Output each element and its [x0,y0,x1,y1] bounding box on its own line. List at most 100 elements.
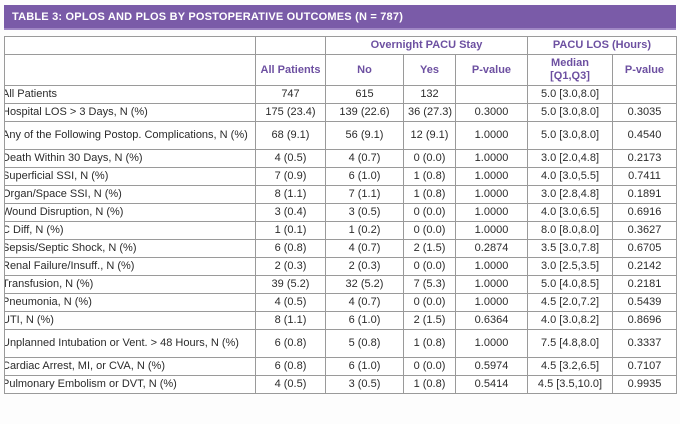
cell-value: 4.0 [3.0,5.5] [527,167,613,186]
table-row: Renal Failure/Insuff., N (%) 2 (0.3) 2 (0.… [4,257,677,276]
cell-value: 0.5414 [455,375,528,394]
cell-value: 2 (0.3) [325,257,404,276]
cell-value: 0 (0.0) [403,221,456,240]
row-label: Wound Disruption, N (%) [4,203,256,222]
cell-value: 0 (0.0) [403,293,456,312]
cell-value: 0.3627 [612,221,677,240]
cell-value: 4.5 [3.5,10.0] [527,375,613,394]
cell-value: 1.0000 [455,275,528,294]
cell-value: 8 (1.1) [255,311,326,330]
cell-value: 3 (0.5) [325,375,404,394]
table-body: All Patients 747 615 132 5.0 [3.0,8.0] Hospit… [4,85,677,394]
group-header-pacu-los-hours: PACU LOS (Hours) [527,36,677,55]
cell-value: 32 (5.2) [325,275,404,294]
table-row: Pulmonary Embolism or DVT, N (%) 4 (0.5) 3… [4,375,677,394]
cell-value: 4.5 [2.0,7.2] [527,293,613,312]
cell-value: 0.9935 [612,375,677,394]
cell-value: 0.5439 [612,293,677,312]
column-header-all-patients: All Patients [255,54,326,86]
column-header-row: All Patients No Yes P-value Median [Q1,Q… [4,54,677,86]
cell-value: 7 (5.3) [403,275,456,294]
cell-value: 3.0 [2.0,4.8] [527,149,613,168]
cell-value: 6 (1.0) [325,167,404,186]
row-label: Sepsis/Septic Shock, N (%) [4,239,256,258]
row-label: Cardiac Arrest, MI, or CVA, N (%) [4,357,256,376]
cell-value: 0 (0.0) [403,149,456,168]
row-label: Pneumonia, N (%) [4,293,256,312]
cell-value: 8.0 [8.0,8.0] [527,221,613,240]
cell-value: 8 (1.1) [255,185,326,204]
cell-value: 1.0000 [455,167,528,186]
cell-value: 68 (9.1) [255,121,326,150]
row-label: Death Within 30 Days, N (%) [4,149,256,168]
table-row: Any of the Following Postop. Complicatio… [4,121,677,150]
cell-value: 3.0 [2.5,3.5] [527,257,613,276]
cell-value: 1.0000 [455,221,528,240]
cell-value: 0.2181 [612,275,677,294]
cell-value: 3.5 [3.0,7.8] [527,239,613,258]
group-header-empty-label [4,36,256,55]
group-header-empty-allpatients [255,36,326,55]
cell-value: 615 [325,85,404,104]
cell-value: 5.0 [3.0,8.0] [527,121,613,150]
cell-value: 1.0000 [455,121,528,150]
cell-value: 747 [255,85,326,104]
cell-value: 5.0 [3.0,8.0] [527,103,613,122]
cell-value: 4 (0.5) [255,293,326,312]
cell-value: 0.6705 [612,239,677,258]
table-row: Wound Disruption, N (%) 3 (0.4) 3 (0.5) 0 (… [4,203,677,222]
table-row: All Patients 747 615 132 5.0 [3.0,8.0] [4,85,677,104]
cell-value: 1 (0.8) [403,185,456,204]
cell-value: 0 (0.0) [403,203,456,222]
cell-value: 0.7107 [612,357,677,376]
cell-value: 2 (1.5) [403,239,456,258]
cell-value: 1 (0.8) [403,375,456,394]
cell-value: 0.3337 [612,329,677,358]
cell-value [612,85,677,104]
cell-value: 1 (0.1) [255,221,326,240]
table-row: Sepsis/Septic Shock, N (%) 6 (0.8) 4 (0.7)… [4,239,677,258]
cell-value: 0 (0.0) [403,257,456,276]
cell-value: 4 (0.5) [255,149,326,168]
row-label: C Diff, N (%) [4,221,256,240]
cell-value: 0.4540 [612,121,677,150]
cell-value: 4 (0.7) [325,149,404,168]
cell-value: 1.0000 [455,257,528,276]
cell-value: 132 [403,85,456,104]
cell-value: 6 (0.8) [255,357,326,376]
cell-value: 2 (0.3) [255,257,326,276]
cell-value: 0.3000 [455,103,528,122]
cell-value: 7 (0.9) [255,167,326,186]
cell-value: 56 (9.1) [325,121,404,150]
cell-value: 7.5 [4.8,8.0] [527,329,613,358]
cell-value: 0.6364 [455,311,528,330]
cell-value: 1 (0.8) [403,329,456,358]
cell-value: 6 (0.8) [255,329,326,358]
column-header-yes: Yes [403,54,456,86]
column-header-no: No [325,54,404,86]
table-row: Cardiac Arrest, MI, or CVA, N (%) 6 (0.8)… [4,357,677,376]
cell-value: 7 (1.1) [325,185,404,204]
cell-value: 0.3035 [612,103,677,122]
cell-value: 39 (5.2) [255,275,326,294]
cell-value: 0.2874 [455,239,528,258]
row-label: Unplanned Intubation or Vent. > 48 Hours… [4,329,256,358]
table-row: UTI, N (%) 8 (1.1) 6 (1.0) 2 (1.5) 0.6364 4.0… [4,311,677,330]
cell-value: 139 (22.6) [325,103,404,122]
cell-value: 3.0 [2.8,4.8] [527,185,613,204]
cell-value: 2 (1.5) [403,311,456,330]
cell-value: 5.0 [3.0,8.0] [527,85,613,104]
cell-value: 5 (0.8) [325,329,404,358]
table-row: Hospital LOS > 3 Days, N (%) 175 (23.4) 13… [4,103,677,122]
row-label: Hospital LOS > 3 Days, N (%) [4,103,256,122]
row-label: Pulmonary Embolism or DVT, N (%) [4,375,256,394]
cell-value: 4 (0.5) [255,375,326,394]
cell-value: 36 (27.3) [403,103,456,122]
cell-value: 0.2173 [612,149,677,168]
cell-value: 1.0000 [455,203,528,222]
cell-value: 12 (9.1) [403,121,456,150]
cell-value: 1 (0.2) [325,221,404,240]
row-label: Organ/Space SSI, N (%) [4,185,256,204]
cell-value [455,85,528,104]
cell-value: 4.0 [3.0,8.2] [527,311,613,330]
